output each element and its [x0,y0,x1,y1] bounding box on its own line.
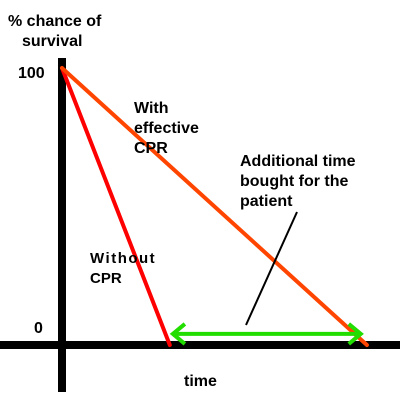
x-axis-label: time [184,373,217,390]
annotation-text-line2: bought for the [240,173,349,190]
annotation-text-line1: Additional time [240,153,356,170]
series-label-without-cpr-line1: Without [90,250,156,267]
series-label-with-cpr-line1: With [134,100,169,117]
arrow-head-right [347,322,364,346]
series-line-with-cpr [60,66,369,347]
annotation-text-line3: patient [240,193,293,210]
series-label-with-cpr-line3: CPR [134,140,168,157]
series-line-without-cpr [60,66,172,347]
annotation-pointer-line [245,211,298,326]
y-tick-0: 0 [34,320,43,337]
y-tick-100: 100 [18,65,45,82]
arrow-head-left [169,322,187,346]
series-label-without-cpr-line2: CPR [90,270,122,287]
y-axis-label-line2: survival [22,33,82,50]
series-label-with-cpr-line2: effective [134,120,199,137]
y-axis-label-line1: % chance of [8,13,102,30]
